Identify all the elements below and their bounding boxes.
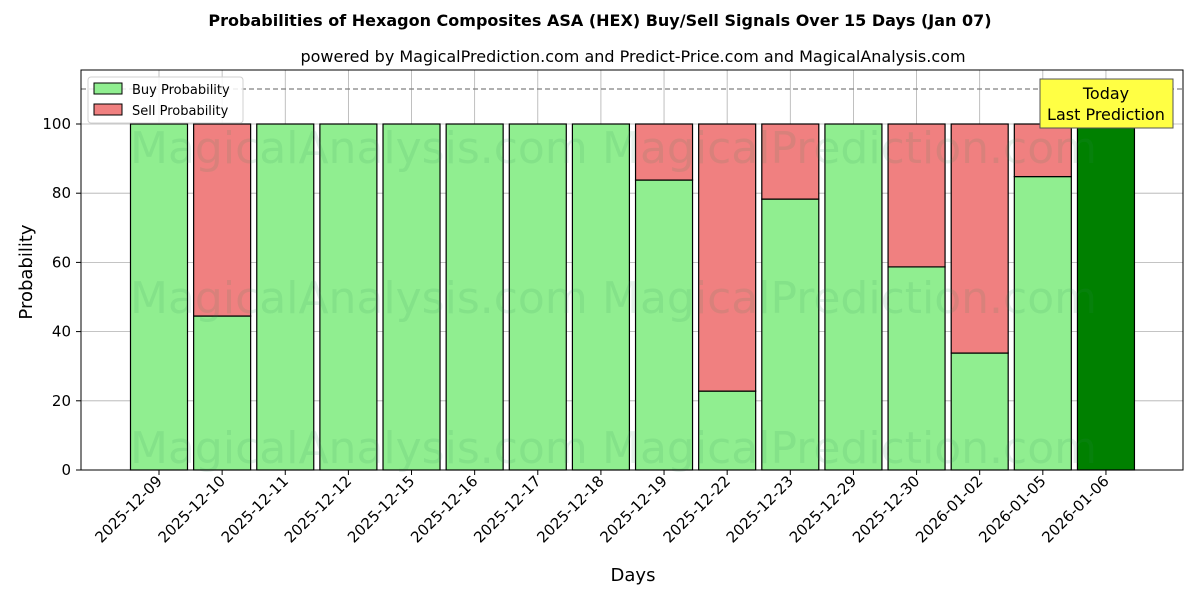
bar-buy — [445, 123, 504, 471]
bar-buy — [1076, 123, 1136, 471]
bar-buy — [382, 123, 441, 471]
x-axis-label: Days — [611, 565, 656, 586]
bar-buy — [571, 123, 631, 471]
bar-buy — [698, 390, 757, 471]
watermark: MagicalPrediction.com — [602, 423, 1097, 474]
chart-subtitle: powered by MagicalPrediction.com and Pre… — [300, 47, 965, 66]
bars — [129, 123, 1136, 471]
bar-buy — [887, 266, 946, 471]
watermarks: MagicalAnalysis.com MagicalPrediction.co… — [130, 123, 1097, 474]
bar-buy — [508, 123, 567, 471]
x-tick-label: 2025-12-29 — [786, 472, 860, 546]
x-axis: 2025-12-092025-12-102025-12-112025-12-12… — [91, 470, 1113, 546]
y-tick-label: 0 — [61, 461, 71, 479]
today-box — [1039, 78, 1174, 129]
x-tick-label: 2025-12-23 — [723, 472, 797, 546]
bar-sell — [193, 123, 252, 317]
bar-sell — [887, 123, 946, 268]
bar-buy — [950, 352, 1009, 471]
x-tick-label: 2025-12-10 — [155, 472, 229, 546]
watermark: MagicalPrediction.com — [602, 123, 1097, 174]
bar-buy — [1013, 175, 1072, 471]
bar-buy — [256, 123, 315, 471]
bar-sell — [634, 123, 694, 181]
legend-swatch-sell — [93, 103, 123, 116]
chart-title: Probabilities of Hexagon Composites ASA … — [208, 11, 991, 30]
y-tick-label: 20 — [52, 392, 71, 410]
today-annotation: Today Last Prediction — [1039, 78, 1174, 129]
x-tick-label: 2025-12-19 — [596, 472, 670, 546]
y-axis: 0 20 40 60 80 100 — [42, 115, 81, 479]
bar-buy — [824, 123, 883, 471]
watermark: MagicalAnalysis.com — [130, 273, 588, 324]
watermark: MagicalPrediction.com — [602, 273, 1097, 324]
x-tick-label: 2025-12-22 — [660, 472, 734, 546]
bar-sell — [761, 123, 820, 200]
x-tick-label: 2025-12-12 — [281, 472, 355, 546]
bar-sell — [698, 123, 757, 392]
last-prediction-label: Last Prediction — [1047, 105, 1165, 124]
y-axis-label: Probability — [16, 224, 37, 319]
legend-label-sell: Sell Probability — [132, 104, 229, 119]
x-tick-label: 2025-12-09 — [91, 472, 165, 546]
x-tick-label: 2025-12-18 — [533, 472, 607, 546]
bar-sell — [950, 123, 1009, 354]
bar-buy — [319, 123, 378, 471]
watermark: MagicalAnalysis.com — [130, 123, 588, 174]
y-tick-label: 100 — [42, 115, 71, 133]
y-tick-label: 60 — [52, 253, 71, 271]
y-tick-label: 40 — [52, 323, 71, 341]
legend-swatch-buy — [93, 82, 123, 95]
x-tick-label: 2025-12-16 — [407, 472, 481, 546]
legend-label-buy: Buy Probability — [132, 83, 230, 98]
y-tick-label: 80 — [52, 184, 71, 202]
x-tick-label: 2026-01-02 — [912, 472, 986, 546]
plot-frame — [80, 69, 1184, 471]
bar-sell — [1013, 123, 1072, 178]
x-tick-label: 2025-12-17 — [470, 472, 544, 546]
today-label: Today — [1082, 84, 1129, 103]
x-tick-label: 2025-12-11 — [218, 472, 292, 546]
watermark: MagicalAnalysis.com — [130, 423, 588, 474]
x-tick-label: 2026-01-06 — [1038, 472, 1112, 546]
bar-buy — [634, 179, 694, 471]
legend: Buy Probability Sell Probability — [87, 76, 244, 124]
legend-box — [87, 76, 244, 124]
bar-buy — [761, 198, 820, 471]
x-tick-label: 2025-12-15 — [344, 472, 418, 546]
x-tick-label: 2026-01-05 — [975, 472, 1049, 546]
x-tick-label: 2025-12-30 — [849, 472, 923, 546]
